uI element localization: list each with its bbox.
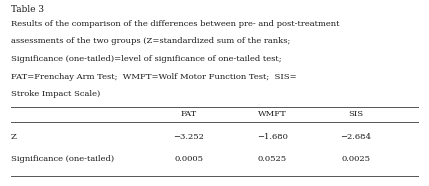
Text: Stroke Impact Scale): Stroke Impact Scale) — [11, 90, 100, 98]
Text: Significance (one-tailed): Significance (one-tailed) — [11, 155, 114, 163]
Text: −1.680: −1.680 — [257, 133, 288, 141]
Text: −3.252: −3.252 — [173, 133, 204, 141]
Text: 0.0525: 0.0525 — [258, 155, 287, 163]
Text: FAT=Frenchay Arm Test;  WMFT=Wolf Motor Function Test;  SIS=: FAT=Frenchay Arm Test; WMFT=Wolf Motor F… — [11, 73, 296, 81]
Text: FAT: FAT — [181, 110, 197, 118]
Text: 0.0005: 0.0005 — [174, 155, 203, 163]
Text: Z: Z — [11, 133, 17, 141]
Text: Table 3: Table 3 — [11, 5, 44, 14]
Text: SIS: SIS — [348, 110, 364, 118]
Text: WMFT: WMFT — [258, 110, 287, 118]
Text: 0.0025: 0.0025 — [341, 155, 371, 163]
Text: Significance (one-tailed)=level of significance of one-tailed test;: Significance (one-tailed)=level of signi… — [11, 55, 281, 63]
Text: assessments of the two groups (Z=standardized sum of the ranks;: assessments of the two groups (Z=standar… — [11, 37, 290, 45]
Text: Results of the comparison of the differences between pre- and post-treatment: Results of the comparison of the differe… — [11, 20, 339, 28]
Text: −2.684: −2.684 — [341, 133, 372, 141]
